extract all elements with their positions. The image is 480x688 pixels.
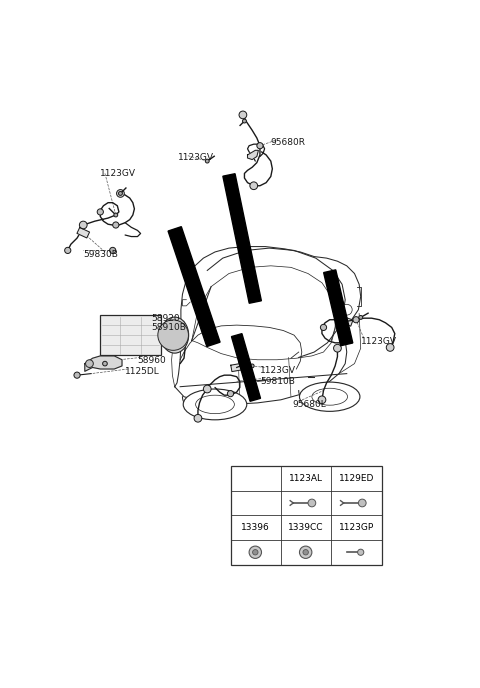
Circle shape — [97, 209, 103, 215]
Text: 1339CC: 1339CC — [288, 523, 324, 532]
Circle shape — [359, 499, 366, 507]
Text: 1123GV: 1123GV — [178, 153, 214, 162]
Circle shape — [239, 111, 247, 119]
Ellipse shape — [161, 317, 189, 353]
Text: 1123GP: 1123GP — [339, 523, 374, 532]
Polygon shape — [340, 316, 353, 326]
Text: 13396: 13396 — [241, 523, 270, 532]
Circle shape — [204, 385, 211, 393]
Circle shape — [103, 361, 107, 366]
Circle shape — [74, 372, 80, 378]
Circle shape — [119, 191, 122, 195]
Text: 95680R: 95680R — [271, 138, 306, 147]
Circle shape — [79, 221, 87, 229]
Circle shape — [318, 396, 326, 404]
Circle shape — [250, 364, 254, 368]
Text: 59830B: 59830B — [83, 250, 118, 259]
Circle shape — [249, 546, 262, 559]
Circle shape — [194, 414, 202, 422]
Ellipse shape — [312, 388, 348, 405]
FancyBboxPatch shape — [100, 315, 161, 355]
Text: 95680L: 95680L — [292, 400, 326, 409]
Circle shape — [300, 546, 312, 559]
Circle shape — [85, 360, 93, 367]
Polygon shape — [248, 150, 258, 160]
Circle shape — [257, 142, 263, 149]
Circle shape — [113, 222, 119, 228]
Circle shape — [243, 361, 249, 367]
Circle shape — [252, 550, 258, 555]
Text: 1125DL: 1125DL — [125, 367, 160, 376]
Circle shape — [205, 159, 209, 163]
Polygon shape — [231, 334, 261, 401]
Text: 58960: 58960 — [137, 356, 166, 365]
Circle shape — [250, 182, 258, 190]
Text: 1123GV: 1123GV — [100, 169, 136, 178]
Circle shape — [308, 499, 316, 507]
Polygon shape — [85, 356, 122, 372]
Ellipse shape — [300, 382, 360, 411]
Circle shape — [353, 316, 359, 323]
Polygon shape — [324, 270, 353, 346]
Text: 58920: 58920 — [152, 314, 180, 323]
Circle shape — [158, 320, 189, 350]
Circle shape — [65, 248, 71, 253]
Text: 58910B: 58910B — [152, 323, 186, 332]
Circle shape — [341, 304, 352, 315]
Circle shape — [303, 550, 308, 555]
Circle shape — [386, 343, 394, 352]
Circle shape — [228, 391, 234, 397]
Polygon shape — [168, 226, 220, 347]
Ellipse shape — [196, 395, 234, 413]
Ellipse shape — [183, 389, 247, 420]
Bar — [230, 466, 382, 565]
Circle shape — [114, 213, 118, 217]
Circle shape — [321, 324, 326, 330]
Text: 1123GV: 1123GV — [260, 366, 296, 375]
Text: 1123AL: 1123AL — [289, 474, 323, 483]
Text: 1129ED: 1129ED — [339, 474, 374, 483]
Circle shape — [109, 248, 116, 253]
Text: 1123GV: 1123GV — [360, 336, 396, 345]
Polygon shape — [223, 173, 262, 303]
Circle shape — [334, 345, 341, 352]
Circle shape — [242, 119, 246, 123]
Text: 59810B: 59810B — [260, 377, 295, 386]
Circle shape — [359, 316, 362, 319]
Circle shape — [358, 549, 364, 555]
Circle shape — [117, 190, 124, 197]
Polygon shape — [231, 363, 242, 372]
Polygon shape — [77, 228, 90, 238]
